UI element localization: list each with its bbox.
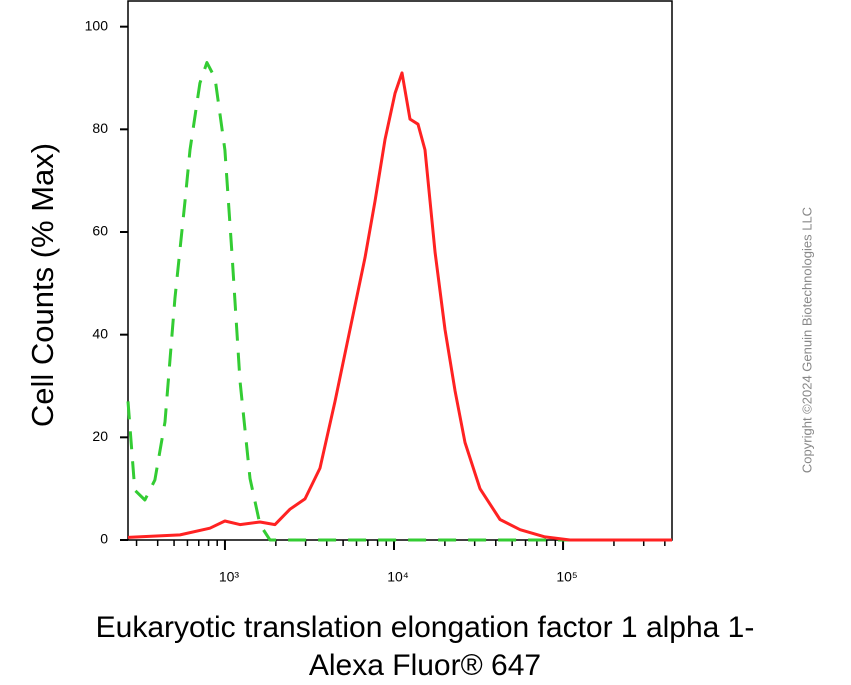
x-axis-label: Alexa Fluor® 647 — [309, 649, 541, 682]
y-tick-label: 40 — [92, 325, 108, 341]
y-tick-label: 80 — [92, 120, 108, 136]
y-tick-label: 60 — [92, 223, 108, 239]
watermark: Copyright ©2024 Genuin Biotechnologies L… — [799, 207, 814, 473]
x-axis-label: Eukaryotic translation elongation factor… — [96, 611, 755, 644]
series-line — [126, 61, 672, 542]
x-tick-label: 10³ — [219, 569, 240, 585]
y-tick-label: 20 — [92, 428, 108, 444]
plot-frame — [127, 0, 673, 541]
y-axis-label: Cell Counts (% Max) — [25, 143, 60, 427]
series-line — [127, 71, 672, 542]
x-tick-label: 10⁵ — [556, 569, 577, 585]
y-tick-label: 100 — [85, 17, 109, 33]
y-tick-label: 0 — [100, 531, 108, 547]
x-tick-label: 10⁴ — [387, 569, 409, 585]
